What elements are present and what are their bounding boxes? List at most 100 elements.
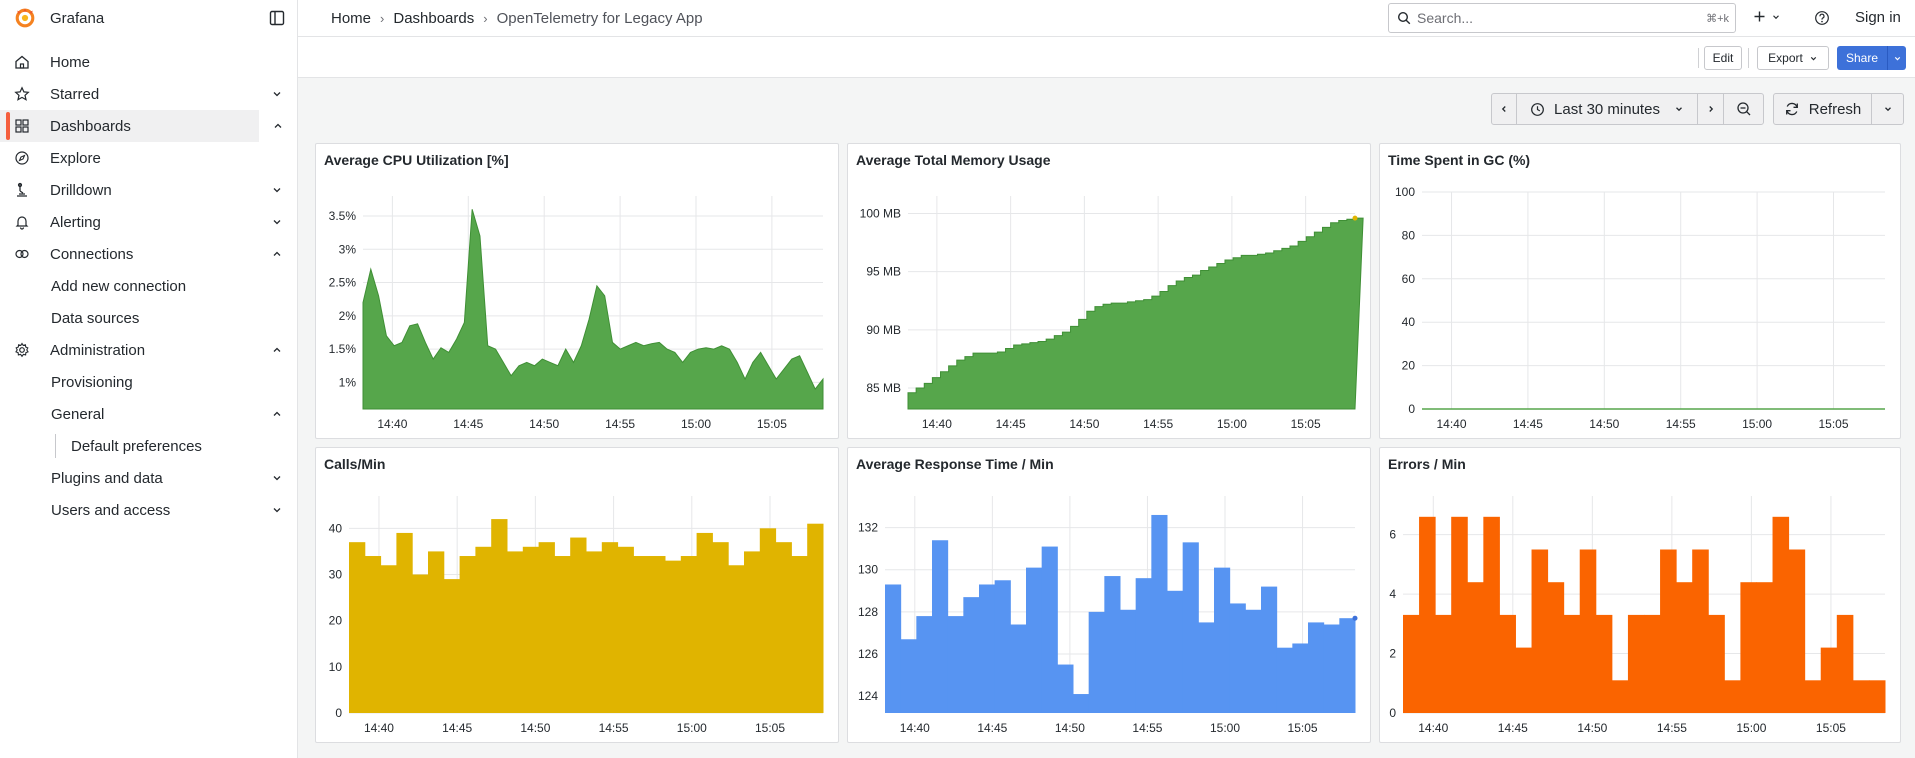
breadcrumb-home[interactable]: Home — [331, 10, 372, 27]
chevron-down-icon[interactable] — [271, 504, 283, 516]
chevron-down-icon[interactable] — [271, 88, 283, 100]
home-icon — [15, 55, 29, 69]
bar — [1499, 614, 1516, 713]
bar — [1820, 647, 1838, 713]
x-tick-label: 14:45 — [977, 721, 1007, 735]
panel-cpu-utilization[interactable]: Average CPU Utilization [%] 14:40 14:45 14… — [315, 143, 839, 439]
bar — [522, 546, 540, 713]
sidebar-item-data-sources[interactable]: Data sources — [0, 302, 297, 334]
bar — [1435, 614, 1452, 713]
bar — [1611, 680, 1629, 713]
panel-calls-per-min[interactable]: Calls/Min 14:40 14:45 14:50 14:55 15:00 15:05… — [315, 447, 839, 743]
sync-icon — [1785, 102, 1798, 116]
y-tick-label: 3% — [339, 242, 357, 256]
bar — [1292, 643, 1309, 713]
y-tick-label: 132 — [858, 521, 878, 535]
time-shift-forward-button[interactable] — [1697, 93, 1724, 125]
bar — [1041, 546, 1058, 713]
sidebar-item-connections[interactable]: Connections — [0, 238, 297, 270]
sidebar-item-label: Connections — [50, 245, 134, 263]
chevron-down-icon — [1773, 14, 1779, 19]
new-menu-button[interactable] — [1753, 10, 1781, 23]
panel-response-time[interactable]: Average Response Time / Min 14:40 14:45 14… — [847, 447, 1371, 743]
area-series — [907, 217, 1364, 410]
sidebar-item-drilldown[interactable]: Drilldown — [0, 174, 297, 206]
panel-memory-usage[interactable]: Average Total Memory Usage 14:40 14:45 14:… — [847, 143, 1371, 439]
bar — [1740, 582, 1757, 713]
sidebar-item-explore[interactable]: Explore — [0, 142, 297, 174]
bar — [1339, 618, 1356, 713]
y-tick-label: 124 — [858, 689, 878, 703]
y-tick-label: 90 MB — [866, 323, 901, 337]
zoom-out-button[interactable] — [1723, 93, 1764, 125]
edit-button[interactable]: Edit — [1704, 46, 1742, 70]
bar — [1724, 680, 1741, 713]
chevron-up-icon[interactable] — [271, 248, 283, 260]
panel-errors-per-min[interactable]: Errors / Min 14:40 14:45 14:50 14:55 15:00 15… — [1379, 447, 1901, 743]
refresh-button[interactable]: Refresh — [1773, 93, 1872, 125]
chevron-up-icon[interactable] — [271, 408, 283, 420]
gc-time-chart: 14:40 14:45 14:50 14:55 15:00 15:05 0 20 40 60 80 1… — [1395, 185, 1885, 431]
sidebar-item-starred[interactable]: Starred — [0, 78, 297, 110]
bar — [1010, 624, 1027, 713]
sidebar-item-label: Dashboards — [50, 117, 131, 135]
bar — [712, 542, 729, 713]
chevron-up-icon[interactable] — [272, 120, 284, 132]
sidebar-item-dashboards[interactable]: Dashboards — [0, 110, 282, 142]
chevron-down-icon[interactable] — [271, 472, 283, 484]
export-button[interactable]: Export — [1757, 46, 1829, 70]
bar — [428, 551, 445, 713]
chevron-down-icon[interactable] — [271, 184, 283, 196]
sidebar-item-add-new-connection[interactable]: Add new connection — [0, 270, 297, 302]
sidebar-item-provisioning[interactable]: Provisioning — [0, 366, 297, 398]
sidebar-item-label: Provisioning — [51, 373, 133, 391]
x-tick-label: 14:40 — [900, 721, 930, 735]
bar — [443, 579, 461, 713]
breadcrumb-dashboards[interactable]: Dashboards — [393, 10, 475, 27]
drilldown-icon — [17, 182, 27, 197]
bar — [1660, 549, 1677, 713]
plus-icon — [1754, 11, 1765, 22]
y-tick-label: 10 — [329, 660, 343, 674]
cog-icon — [15, 342, 29, 358]
x-tick-label: 14:45 — [996, 417, 1026, 431]
panel-gc-time[interactable]: Time Spent in GC (%) 14:40 14:45 14:50 14:5… — [1379, 143, 1901, 439]
chevron-down-icon[interactable] — [271, 216, 283, 228]
last-point-marker — [1352, 215, 1358, 221]
time-range-picker[interactable]: Last 30 minutes — [1516, 93, 1698, 125]
x-tick-label: 14:55 — [605, 417, 635, 431]
share-button[interactable]: Share — [1837, 46, 1887, 70]
time-shift-back-button[interactable] — [1491, 93, 1517, 125]
chevron-up-icon[interactable] — [271, 344, 283, 356]
sidebar-item-general[interactable]: General — [0, 398, 297, 430]
sign-in-link[interactable]: Sign in — [1855, 9, 1901, 26]
bar — [1120, 609, 1137, 713]
x-tick-label: 14:50 — [1055, 721, 1085, 735]
help-icon[interactable] — [1814, 10, 1830, 26]
sidebar-item-alerting[interactable]: Alerting — [0, 206, 297, 238]
chevron-down-icon — [1884, 107, 1891, 112]
dock-menu-icon[interactable] — [269, 10, 285, 26]
search-input[interactable]: Search... ⌘+k — [1388, 3, 1736, 33]
bar — [1261, 586, 1278, 713]
share-options-button[interactable] — [1887, 46, 1906, 70]
sidebar-item-plugins-and-data[interactable]: Plugins and data — [0, 462, 297, 494]
y-tick-label: 40 — [1402, 315, 1416, 329]
sidebar-item-default-preferences[interactable]: Default preferences — [0, 430, 297, 462]
x-tick-label: 15:05 — [1291, 417, 1321, 431]
panel-title: Errors / Min — [1388, 456, 1466, 472]
bar — [1073, 694, 1090, 713]
sidebar-item-label: Add new connection — [51, 277, 187, 295]
sidebar-item-users-and-access[interactable]: Users and access — [0, 494, 297, 526]
y-tick-label: 2% — [339, 309, 357, 323]
bar — [1644, 614, 1661, 713]
bar — [412, 574, 429, 713]
sidebar-item-administration[interactable]: Administration — [0, 334, 297, 366]
x-tick-label: 15:05 — [1816, 721, 1846, 735]
sidebar-item-home[interactable]: Home — [0, 46, 297, 78]
refresh-interval-picker[interactable] — [1871, 93, 1904, 125]
bar — [680, 556, 698, 713]
dashboard-actions-bar: Edit Export Share — [298, 37, 1915, 78]
area-series — [362, 209, 824, 410]
grafana-logo-icon[interactable] — [14, 7, 36, 29]
